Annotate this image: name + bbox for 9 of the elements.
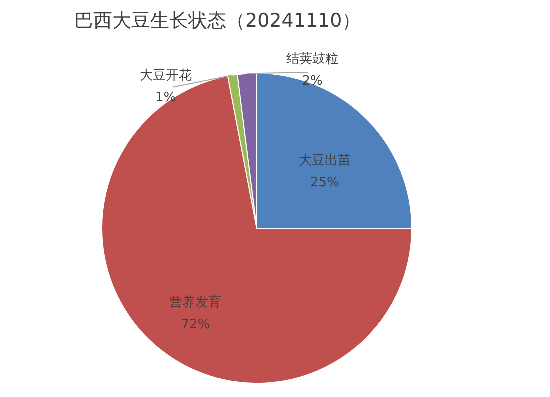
data-label: 25%	[310, 176, 340, 191]
slice-label: 结荚鼓粒	[286, 52, 339, 68]
data-label: 72%	[181, 318, 210, 333]
data-label: 2%	[302, 74, 323, 90]
slice-label: 大豆开花	[140, 68, 192, 84]
slice-label: 大豆出苗	[298, 154, 351, 169]
chart-title: 巴西大豆生长状态（20241110）	[74, 10, 362, 32]
slice-label: 营养发育	[170, 294, 222, 311]
data-label: 1%	[155, 90, 176, 106]
